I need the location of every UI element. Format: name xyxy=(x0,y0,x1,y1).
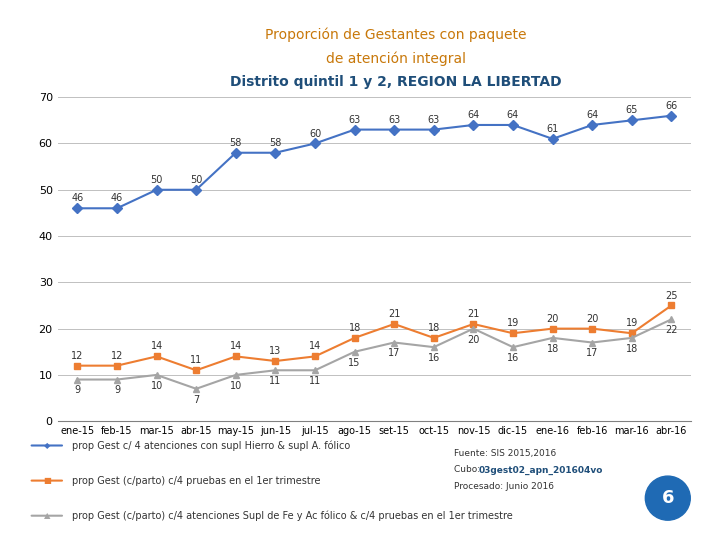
Text: 21: 21 xyxy=(388,309,400,319)
Text: 18: 18 xyxy=(546,344,559,354)
Text: 46: 46 xyxy=(111,193,123,204)
Text: 15: 15 xyxy=(348,357,361,368)
Text: 63: 63 xyxy=(428,114,440,125)
Text: ▲: ▲ xyxy=(43,511,50,520)
Text: 64: 64 xyxy=(507,110,519,120)
Text: 18: 18 xyxy=(626,344,638,354)
Text: 16: 16 xyxy=(428,353,440,363)
Text: 20: 20 xyxy=(467,334,480,345)
Text: 11: 11 xyxy=(269,376,282,386)
Text: 10: 10 xyxy=(150,381,163,391)
Text: 66: 66 xyxy=(665,101,678,111)
Text: 03gest02_apn_201604vo: 03gest02_apn_201604vo xyxy=(479,465,603,475)
Text: Proporción de Gestantes con paquete: Proporción de Gestantes con paquete xyxy=(265,28,527,42)
Text: 64: 64 xyxy=(586,110,598,120)
Text: 6: 6 xyxy=(662,489,674,507)
Text: 60: 60 xyxy=(309,129,321,139)
Text: 13: 13 xyxy=(269,346,282,356)
Text: 22: 22 xyxy=(665,325,678,335)
Text: 50: 50 xyxy=(150,175,163,185)
Text: 18: 18 xyxy=(348,323,361,333)
Text: 14: 14 xyxy=(309,341,321,352)
Text: 17: 17 xyxy=(388,348,400,359)
Text: ■: ■ xyxy=(43,476,50,485)
Text: 9: 9 xyxy=(114,386,120,395)
Text: 19: 19 xyxy=(507,318,519,328)
Text: 19: 19 xyxy=(626,318,638,328)
Text: 14: 14 xyxy=(150,341,163,352)
Text: 58: 58 xyxy=(269,138,282,148)
Text: 11: 11 xyxy=(309,376,321,386)
Text: prop Gest c/ 4 atenciones con supl Hierro & supl A. fólico: prop Gest c/ 4 atenciones con supl Hierr… xyxy=(72,440,350,451)
Circle shape xyxy=(645,476,690,520)
Text: 11: 11 xyxy=(190,355,202,366)
Text: 21: 21 xyxy=(467,309,480,319)
Text: Distrito quintil 1 y 2, REGION LA LIBERTAD: Distrito quintil 1 y 2, REGION LA LIBERT… xyxy=(230,75,562,89)
Text: Cubo:: Cubo: xyxy=(454,465,482,475)
Text: Fuente: SIS 2015,2016: Fuente: SIS 2015,2016 xyxy=(454,449,556,458)
Text: 46: 46 xyxy=(71,193,84,204)
Text: 18: 18 xyxy=(428,323,440,333)
Text: 65: 65 xyxy=(626,105,638,116)
Text: prop Gest (c/parto) c/4 atenciones Supl de Fe y Ac fólico & c/4 pruebas en el 1e: prop Gest (c/parto) c/4 atenciones Supl … xyxy=(72,510,513,521)
Text: 14: 14 xyxy=(230,341,242,352)
Text: 20: 20 xyxy=(546,314,559,323)
Text: 12: 12 xyxy=(71,350,84,361)
Text: 17: 17 xyxy=(586,348,598,359)
Text: 12: 12 xyxy=(111,350,123,361)
Text: 50: 50 xyxy=(190,175,202,185)
Text: 10: 10 xyxy=(230,381,242,391)
Text: de atención integral: de atención integral xyxy=(326,51,466,65)
Text: 7: 7 xyxy=(193,395,199,404)
Text: 58: 58 xyxy=(230,138,242,148)
Text: 63: 63 xyxy=(348,114,361,125)
Text: 16: 16 xyxy=(507,353,519,363)
Text: 25: 25 xyxy=(665,291,678,301)
Text: 20: 20 xyxy=(586,314,598,323)
Text: Procesado: Junio 2016: Procesado: Junio 2016 xyxy=(454,482,554,491)
Text: 61: 61 xyxy=(546,124,559,134)
Text: 63: 63 xyxy=(388,114,400,125)
Text: 9: 9 xyxy=(74,386,81,395)
Text: 64: 64 xyxy=(467,110,480,120)
Text: ◆: ◆ xyxy=(43,441,50,450)
Text: prop Gest (c/parto) c/4 pruebas en el 1er trimestre: prop Gest (c/parto) c/4 pruebas en el 1e… xyxy=(72,476,320,485)
